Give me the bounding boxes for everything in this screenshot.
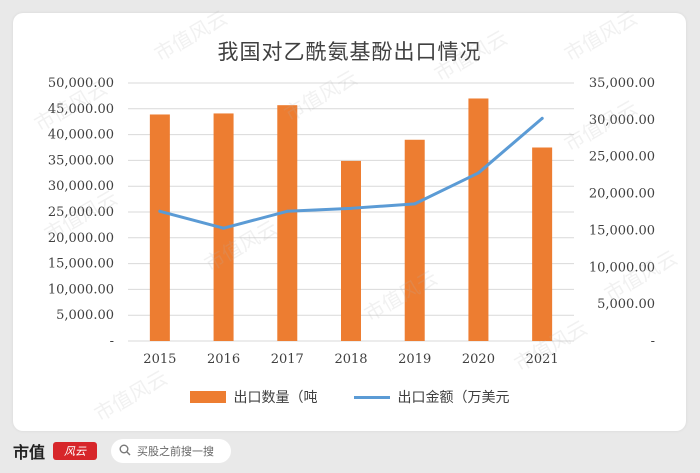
- bar: [468, 98, 489, 341]
- legend-item-line: 出口金额（万美元: [353, 387, 510, 407]
- y-left-tick-label: 10,000.00: [48, 282, 114, 297]
- y-left-tick-label: 30,000.00: [48, 179, 114, 194]
- y-right-tick-label: 5,000.00: [597, 297, 655, 312]
- line-point: [540, 116, 544, 120]
- y-right-tick-label: -: [651, 334, 655, 349]
- brand-name: 市值: [13, 443, 46, 462]
- x-tick-label: 2020: [462, 352, 495, 367]
- bar: [404, 139, 425, 341]
- footer-bar: 市值 风云 买股之前搜一搜: [13, 438, 232, 464]
- x-tick-label: 2021: [526, 352, 559, 367]
- line-point: [222, 226, 226, 230]
- chart-card: 我国对乙酰氨基酚出口情况 - 5,000.00 10,000.00 15,000.00…: [13, 13, 686, 431]
- x-tick-label: 2017: [271, 352, 304, 367]
- y-left-tick-label: 40,000.00: [48, 128, 114, 143]
- y-left-tick-label: 50,000.00: [48, 76, 114, 91]
- brand-logo: 风云: [53, 442, 98, 460]
- legend-swatch-bar: [189, 391, 226, 403]
- legend-item-bar: 出口数量（吨: [189, 387, 318, 407]
- y-right-tick-label: 30,000.00: [589, 113, 655, 128]
- search-placeholder: 买股之前搜一搜: [137, 445, 215, 458]
- legend-label-bar: 出口数量（吨: [233, 390, 318, 406]
- x-tick-label: 2018: [334, 352, 367, 367]
- y-left-tick-label: 45,000.00: [48, 102, 114, 117]
- bar: [149, 114, 170, 341]
- y-right-tick-label: 10,000.00: [589, 260, 655, 275]
- y-right-tick-label: 25,000.00: [589, 150, 655, 165]
- legend-swatch-line: [353, 395, 390, 399]
- y-left-tick-label: -: [110, 334, 114, 349]
- y-left-tick-label: 25,000.00: [48, 205, 114, 220]
- y-left-tick-label: 5,000.00: [56, 308, 114, 323]
- y-left-tick-label: 20,000.00: [48, 231, 114, 246]
- line-point: [285, 209, 289, 213]
- bar: [341, 160, 361, 341]
- chart-title: 我国对乙酰氨基酚出口情况: [217, 40, 482, 64]
- y-right-tick-label: 20,000.00: [589, 187, 655, 202]
- chart-legend: 出口数量（吨 出口金额（万美元: [13, 387, 686, 407]
- search-icon: [119, 444, 131, 459]
- line-point: [413, 202, 417, 206]
- x-tick-label: 2019: [398, 352, 431, 367]
- x-tick-label: 2016: [207, 352, 240, 367]
- search-input[interactable]: 买股之前搜一搜: [111, 439, 232, 463]
- x-tick-label: 2015: [143, 352, 176, 367]
- line-point: [158, 209, 162, 213]
- bar: [277, 105, 298, 341]
- y-left-tick-label: 15,000.00: [48, 257, 114, 272]
- line-point: [349, 206, 353, 210]
- legend-label-line: 出口金额（万美元: [397, 390, 510, 406]
- y-right-tick-label: 15,000.00: [589, 223, 655, 238]
- y-right-tick-label: 35,000.00: [589, 76, 655, 91]
- line-point: [476, 171, 480, 175]
- y-left-tick-label: 35,000.00: [48, 153, 114, 168]
- bar: [532, 147, 553, 341]
- chart-plot: - 5,000.00 10,000.00 15,000.00 20,000.00 25,0…: [48, 76, 655, 367]
